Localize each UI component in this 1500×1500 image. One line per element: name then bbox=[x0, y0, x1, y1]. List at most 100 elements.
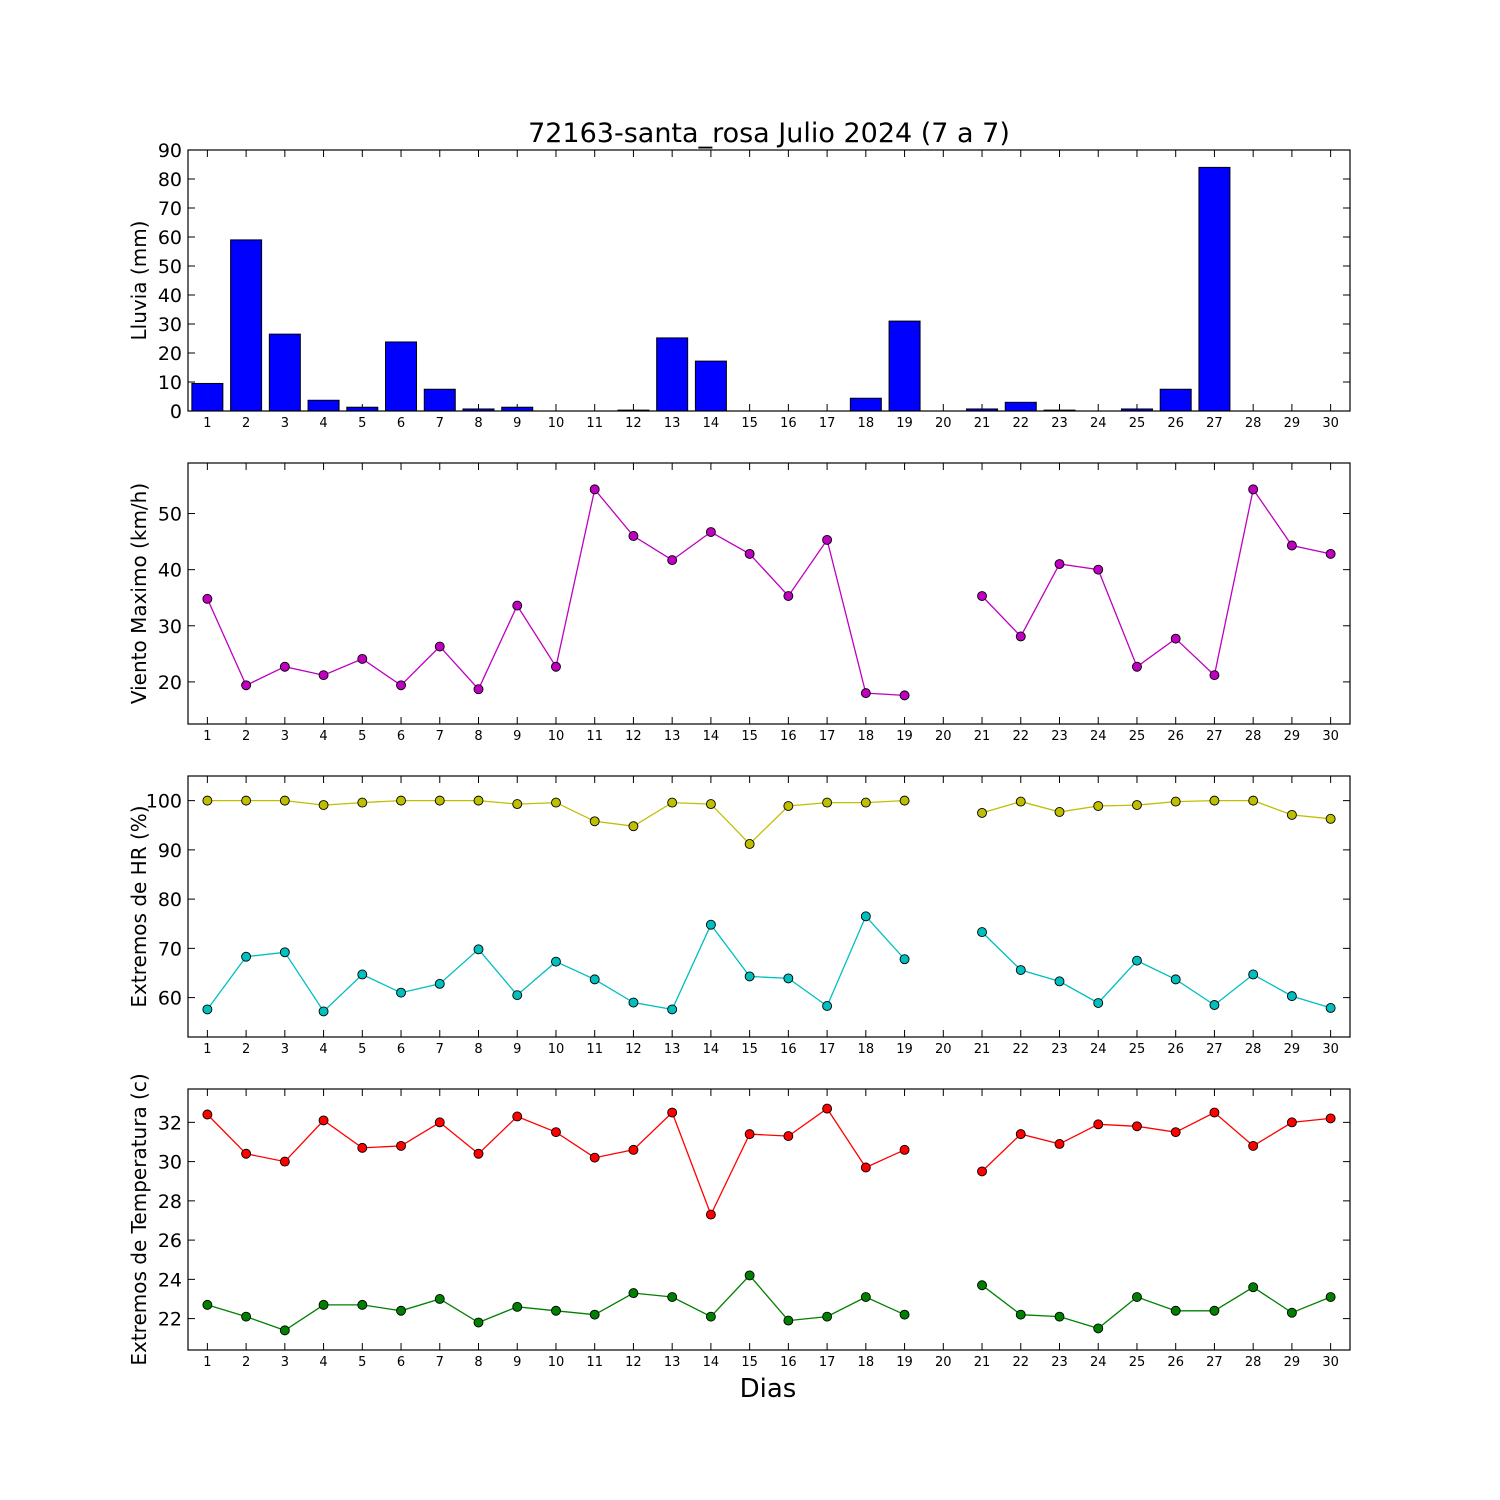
x-tick-label: 7 bbox=[436, 1042, 444, 1057]
x-tick-label: 8 bbox=[474, 729, 482, 744]
data-point bbox=[434, 795, 445, 806]
x-tick-label: 24 bbox=[1090, 1042, 1107, 1057]
x-tick-label: 28 bbox=[1245, 1355, 1262, 1370]
x-tick-label: 12 bbox=[625, 416, 642, 431]
x-tick-label: 28 bbox=[1245, 416, 1262, 431]
x-tick-label: 21 bbox=[974, 416, 991, 431]
series-line bbox=[981, 799, 1331, 820]
data-point bbox=[667, 1004, 678, 1015]
data-point bbox=[1093, 998, 1104, 1008]
data-point bbox=[1248, 484, 1259, 495]
data-point bbox=[783, 1315, 794, 1326]
chart-title: 72163-santa_rosa Julio 2024 (7 a 7) bbox=[528, 118, 1010, 149]
data-point bbox=[512, 1301, 523, 1312]
y-tick-label: 70 bbox=[158, 938, 182, 960]
x-tick-label: 24 bbox=[1090, 416, 1107, 431]
x-tick-label: 23 bbox=[1051, 416, 1068, 431]
y-tick-label: 60 bbox=[158, 227, 182, 249]
data-point bbox=[977, 591, 987, 601]
data-point bbox=[1054, 976, 1065, 987]
data-point bbox=[589, 816, 600, 827]
data-point bbox=[1093, 801, 1104, 811]
x-tick-label: 28 bbox=[1245, 729, 1262, 744]
rain-bar bbox=[230, 239, 263, 412]
x-tick-label: 4 bbox=[319, 1042, 327, 1057]
y-tick-label: 10 bbox=[158, 372, 182, 394]
data-point bbox=[1132, 661, 1142, 672]
data-point bbox=[822, 534, 833, 545]
y-tick-label: 90 bbox=[158, 140, 182, 162]
x-tick-label: 2 bbox=[242, 1355, 250, 1370]
x-tick-label: 26 bbox=[1167, 1042, 1184, 1057]
data-point bbox=[1015, 1309, 1026, 1320]
x-tick-label: 1 bbox=[203, 1355, 211, 1370]
data-point bbox=[279, 661, 290, 672]
data-point bbox=[241, 951, 252, 962]
data-point bbox=[241, 1148, 252, 1159]
data-point bbox=[1325, 813, 1336, 824]
data-point bbox=[1209, 1305, 1220, 1316]
data-point bbox=[357, 1299, 368, 1310]
rain-bar bbox=[1198, 166, 1231, 412]
data-point bbox=[473, 1317, 484, 1328]
y-tick-label: 0 bbox=[170, 401, 182, 423]
data-point bbox=[1015, 796, 1026, 807]
data-point bbox=[1132, 1292, 1142, 1302]
data-point bbox=[202, 1004, 213, 1015]
y-tick-label: 60 bbox=[158, 988, 182, 1010]
data-point bbox=[318, 1115, 329, 1126]
plot-frame bbox=[187, 149, 1351, 412]
rain-bar bbox=[385, 341, 418, 412]
data-point bbox=[551, 797, 561, 808]
data-point bbox=[512, 799, 523, 810]
x-tick-label: 26 bbox=[1167, 1355, 1184, 1370]
data-point bbox=[202, 1109, 213, 1120]
x-tick-label: 12 bbox=[625, 1355, 642, 1370]
x-tick-label: 18 bbox=[858, 416, 875, 431]
x-tick-label: 20 bbox=[935, 416, 952, 431]
data-point bbox=[628, 821, 639, 832]
data-point bbox=[1286, 991, 1297, 1002]
x-tick-label: 27 bbox=[1206, 1042, 1223, 1057]
data-point bbox=[589, 974, 600, 985]
data-point bbox=[860, 688, 871, 699]
x-tick-label: 11 bbox=[586, 1042, 603, 1057]
data-point bbox=[783, 1131, 794, 1142]
data-point bbox=[357, 969, 368, 980]
x-tick-label: 12 bbox=[625, 1042, 642, 1057]
x-tick-label: 10 bbox=[548, 1042, 565, 1057]
y-tick-label: 30 bbox=[158, 1152, 182, 1174]
data-point bbox=[1170, 633, 1181, 644]
x-tick-label: 6 bbox=[397, 1355, 405, 1370]
x-tick-label: 3 bbox=[281, 1355, 289, 1370]
data-point bbox=[822, 1103, 833, 1114]
data-point bbox=[589, 1309, 600, 1320]
data-point bbox=[899, 690, 910, 701]
data-point bbox=[705, 1311, 716, 1322]
data-point bbox=[822, 797, 833, 808]
x-tick-label: 26 bbox=[1167, 729, 1184, 744]
data-point bbox=[1093, 1119, 1104, 1130]
x-tick-label: 3 bbox=[281, 416, 289, 431]
x-tick-label: 23 bbox=[1051, 1355, 1068, 1370]
x-tick-label: 7 bbox=[436, 729, 444, 744]
data-point bbox=[977, 1166, 987, 1177]
x-tick-label: 9 bbox=[513, 1042, 521, 1057]
data-point bbox=[783, 973, 794, 984]
data-point bbox=[1248, 969, 1259, 980]
data-point bbox=[473, 795, 484, 806]
x-tick-label: 10 bbox=[548, 729, 565, 744]
y-axis-label: Extremos de HR (%) bbox=[127, 805, 151, 1007]
data-point bbox=[628, 997, 639, 1008]
data-point bbox=[860, 1162, 871, 1173]
series-line bbox=[981, 1111, 1331, 1172]
x-tick-label: 17 bbox=[819, 416, 836, 431]
x-tick-label: 22 bbox=[1012, 1355, 1029, 1370]
data-point bbox=[860, 911, 871, 922]
y-axis-label: Lluvia (mm) bbox=[127, 221, 151, 341]
data-point bbox=[1054, 806, 1065, 817]
x-tick-label: 4 bbox=[319, 1355, 327, 1370]
